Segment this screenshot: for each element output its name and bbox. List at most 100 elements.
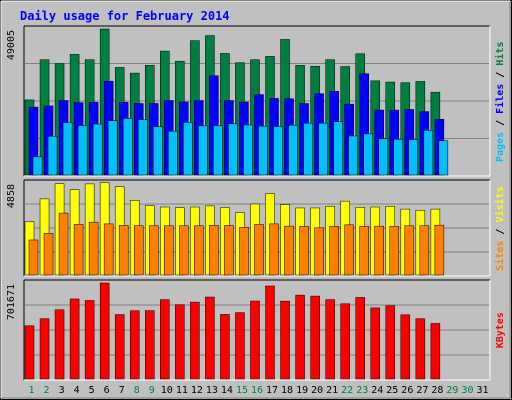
bar-kbytes-day-17	[265, 285, 275, 380]
panel-legend: KBytes	[495, 312, 506, 348]
bar-pages-day-6	[107, 120, 118, 176]
day-label-4: 4	[74, 385, 80, 396]
day-label-27: 27	[416, 385, 428, 396]
bar-kbytes-day-24	[370, 307, 380, 380]
day-label-7: 7	[119, 385, 125, 396]
legend-hits: Hits	[494, 42, 506, 66]
day-label-14: 14	[221, 385, 233, 396]
bar-sites-day-18	[284, 225, 294, 276]
bar-pages-day-28	[438, 140, 449, 176]
bar-kbytes-day-8	[129, 310, 140, 380]
bar-pages-day-7	[122, 118, 133, 176]
bar-pages-day-9	[153, 126, 163, 176]
bar-pages-day-26	[408, 139, 419, 176]
panel-middle: 4858 Sites / Visits	[6, 179, 506, 277]
bar-kbytes-day-13	[205, 296, 215, 380]
bar-kbytes-day-1	[24, 325, 35, 380]
bar-kbytes-day-11	[175, 304, 185, 380]
day-label-16: 16	[251, 385, 263, 396]
bar-kbytes-day-9	[145, 310, 155, 380]
day-label-29: 29	[446, 385, 458, 396]
bar-kbytes-day-25	[385, 305, 396, 380]
series-sites	[28, 212, 445, 276]
bar-kbytes-day-18	[280, 300, 290, 380]
bar-sites-day-13	[209, 225, 219, 276]
bar-pages-day-25	[393, 138, 404, 176]
bar-pages-day-11	[183, 122, 193, 176]
bar-kbytes-day-2	[39, 318, 50, 380]
legend-kbytes: KBytes	[495, 312, 506, 348]
day-label-5: 5	[89, 385, 95, 396]
legend-separator: /	[495, 114, 506, 132]
bar-sites-day-12	[194, 225, 204, 276]
bar-kbytes-day-20	[310, 295, 320, 380]
bar-pages-day-8	[137, 119, 148, 176]
bar-kbytes-day-22	[340, 303, 350, 380]
day-label-11: 11	[176, 385, 188, 396]
bar-pages-day-13	[213, 125, 223, 176]
bar-pages-day-19	[303, 122, 313, 176]
bar-sites-day-19	[299, 226, 309, 276]
day-label-19: 19	[296, 385, 308, 396]
legend-separator: /	[495, 223, 506, 241]
bar-sites-day-3	[58, 212, 69, 276]
legend-separator: /	[495, 66, 506, 84]
bar-sites-day-2	[43, 233, 54, 276]
panel-legend: Sites / Visits	[494, 186, 506, 270]
bar-kbytes-day-10	[160, 299, 170, 380]
panel-bottom: 701671 KBytes	[6, 279, 506, 381]
bar-sites-day-11	[179, 225, 189, 276]
bar-sites-day-21	[329, 226, 339, 276]
bar-pages-day-27	[423, 130, 434, 176]
bar-kbytes-day-5	[84, 300, 95, 380]
chart-title: Daily usage for February 2014	[20, 9, 230, 23]
day-label-21: 21	[326, 385, 338, 396]
bar-kbytes-day-6	[99, 282, 110, 380]
bar-sites-day-25	[389, 226, 400, 276]
bar-pages-day-2	[47, 136, 58, 176]
day-label-18: 18	[281, 385, 293, 396]
bar-kbytes-day-12	[190, 301, 200, 380]
bar-sites-day-7	[118, 225, 129, 276]
day-label-20: 20	[311, 385, 323, 396]
day-label-6: 6	[104, 385, 110, 396]
day-label-9: 9	[149, 385, 155, 396]
bar-sites-day-4	[73, 224, 84, 276]
day-label-30: 30	[461, 385, 473, 396]
panel-legend: Pages / Files / Hits	[494, 42, 506, 162]
bar-sites-day-27	[419, 225, 430, 276]
bar-sites-day-26	[404, 225, 415, 276]
y-axis-max-label: 4858	[6, 184, 17, 208]
bar-sites-day-10	[164, 225, 174, 276]
bar-sites-day-15	[239, 227, 249, 276]
day-label-3: 3	[59, 385, 65, 396]
panel-top: 49005 Pages / Files / Hits	[6, 25, 506, 177]
day-label-13: 13	[206, 385, 218, 396]
bar-pages-day-16	[258, 125, 268, 176]
y-axis-max-label: 701671	[6, 284, 17, 320]
day-label-22: 22	[341, 385, 353, 396]
day-label-31: 31	[476, 385, 488, 396]
bar-sites-day-23	[359, 226, 369, 276]
bar-kbytes-day-19	[295, 294, 305, 380]
bar-sites-day-14	[224, 225, 234, 276]
bar-sites-day-5	[88, 221, 99, 276]
day-label-8: 8	[134, 385, 140, 396]
bar-pages-day-10	[168, 130, 178, 176]
bar-sites-day-6	[103, 223, 114, 276]
bar-pages-day-17	[273, 126, 283, 176]
bar-pages-day-14	[228, 123, 238, 176]
bar-kbytes-day-21	[325, 299, 335, 380]
bar-pages-day-3	[62, 122, 73, 176]
bar-kbytes-day-28	[430, 323, 441, 380]
day-label-1: 1	[29, 385, 35, 396]
bar-sites-day-22	[344, 224, 354, 276]
bar-kbytes-day-7	[114, 314, 125, 380]
bar-pages-day-20	[318, 122, 328, 176]
bar-pages-day-1	[32, 156, 43, 176]
bar-sites-day-20	[314, 227, 324, 276]
bar-kbytes-day-23	[355, 297, 365, 380]
day-label-15: 15	[236, 385, 248, 396]
bar-sites-day-9	[149, 225, 159, 276]
